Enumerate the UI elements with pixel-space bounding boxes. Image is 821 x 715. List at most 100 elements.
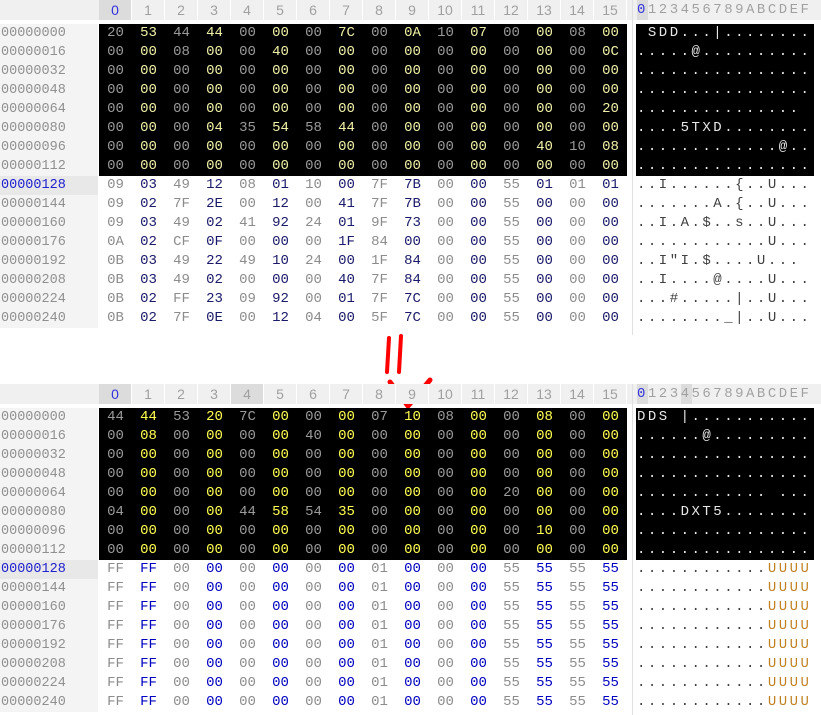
hex-byte[interactable]: FF <box>107 580 124 596</box>
hex-byte[interactable]: 49 <box>239 253 256 269</box>
hex-byte[interactable]: 00 <box>272 656 289 672</box>
hex-byte[interactable]: 23 <box>206 291 223 307</box>
row-offset[interactable]: 00000048 <box>0 465 98 484</box>
hex-byte[interactable]: 00 <box>437 466 454 482</box>
hex-byte[interactable]: 00 <box>470 253 487 269</box>
hex-byte[interactable]: 00 <box>305 234 322 250</box>
hex-byte[interactable]: 00 <box>536 428 553 444</box>
hex-byte[interactable]: 00 <box>569 196 586 212</box>
hex-byte[interactable]: 00 <box>173 139 190 155</box>
hex-byte[interactable]: 00 <box>569 158 586 174</box>
hex-byte[interactable]: 00 <box>140 447 157 463</box>
ascii-text[interactable]: ................ <box>637 542 812 558</box>
hex-byte[interactable]: 00 <box>470 447 487 463</box>
hex-byte[interactable]: 49 <box>173 253 190 269</box>
hex-byte[interactable]: 00 <box>569 310 586 326</box>
column-header-15[interactable]: 15 <box>594 384 627 404</box>
hex-byte[interactable]: 00 <box>206 82 223 98</box>
hex-byte[interactable]: 00 <box>404 234 421 250</box>
row-offset[interactable]: 00000096 <box>0 522 98 541</box>
hex-byte[interactable]: 24 <box>305 215 322 231</box>
hex-byte[interactable]: FF <box>107 656 124 672</box>
row-offset[interactable]: 00000000 <box>0 408 98 427</box>
hex-byte[interactable]: 55 <box>503 310 520 326</box>
hex-byte[interactable]: 01 <box>338 291 355 307</box>
hex-byte[interactable]: 1F <box>338 234 355 250</box>
hex-byte[interactable]: 44 <box>173 25 190 41</box>
hex-byte[interactable]: 55 <box>503 253 520 269</box>
hex-byte[interactable]: 00 <box>404 120 421 136</box>
hex-byte[interactable]: 73 <box>404 215 421 231</box>
hex-byte[interactable]: 55 <box>503 177 520 193</box>
hex-byte[interactable]: 00 <box>338 409 355 425</box>
hex-byte[interactable]: 00 <box>173 82 190 98</box>
hex-byte[interactable]: 00 <box>305 675 322 691</box>
hex-byte[interactable]: 00 <box>404 523 421 539</box>
hex-byte[interactable]: 00 <box>173 542 190 558</box>
hex-byte[interactable]: 00 <box>305 694 322 710</box>
hex-byte[interactable]: 00 <box>569 447 586 463</box>
hex-byte[interactable]: 00 <box>536 272 553 288</box>
hex-byte[interactable]: 00 <box>503 25 520 41</box>
hex-byte[interactable]: 00 <box>470 637 487 653</box>
hex-byte[interactable]: 92 <box>272 215 289 231</box>
hex-byte[interactable]: 00 <box>371 504 388 520</box>
hex-byte[interactable]: 00 <box>107 63 124 79</box>
hex-byte[interactable]: 01 <box>536 177 553 193</box>
hex-byte[interactable]: 00 <box>338 675 355 691</box>
hex-byte[interactable]: 02 <box>140 310 157 326</box>
hex-byte[interactable]: 40 <box>536 139 553 155</box>
ascii-text[interactable]: .....@.......... <box>637 44 812 60</box>
hex-byte[interactable]: 00 <box>536 44 553 60</box>
hex-byte[interactable]: 00 <box>503 101 520 117</box>
ascii-text[interactable]: ............UUUU <box>637 675 812 691</box>
column-header-8[interactable]: 8 <box>363 384 396 404</box>
hex-byte[interactable]: 03 <box>140 253 157 269</box>
hex-byte[interactable]: 00 <box>338 428 355 444</box>
hex-byte[interactable]: 00 <box>503 504 520 520</box>
ascii-text[interactable]: ............UUUU <box>637 580 812 596</box>
hex-byte[interactable]: 00 <box>272 523 289 539</box>
hex-byte[interactable]: 00 <box>338 580 355 596</box>
hex-byte[interactable]: 00 <box>140 504 157 520</box>
row-offset[interactable]: 00000160 <box>0 214 98 233</box>
hex-byte[interactable]: 44 <box>140 409 157 425</box>
hex-byte[interactable]: 00 <box>602 82 619 98</box>
hex-byte[interactable]: 00 <box>470 599 487 615</box>
hex-byte[interactable]: 00 <box>404 675 421 691</box>
hex-byte[interactable]: 00 <box>470 158 487 174</box>
hex-byte[interactable]: 53 <box>140 25 157 41</box>
hex-byte[interactable]: 00 <box>272 580 289 596</box>
hex-byte[interactable]: 10 <box>437 25 454 41</box>
hex-byte[interactable]: 12 <box>272 196 289 212</box>
hex-byte[interactable]: 00 <box>536 253 553 269</box>
row-offset[interactable]: 00000080 <box>0 119 98 138</box>
hex-byte[interactable]: 00 <box>470 542 487 558</box>
hex-byte[interactable]: 20 <box>206 409 223 425</box>
hex-byte[interactable]: 00 <box>140 82 157 98</box>
column-header-5[interactable]: 5 <box>264 0 297 20</box>
hex-byte[interactable]: 7C <box>404 291 421 307</box>
hex-byte[interactable]: 00 <box>437 120 454 136</box>
hex-byte[interactable]: 55 <box>536 656 553 672</box>
hex-byte[interactable]: 00 <box>305 158 322 174</box>
hex-byte[interactable]: 01 <box>272 177 289 193</box>
hex-byte[interactable]: 00 <box>602 158 619 174</box>
hex-byte[interactable]: 00 <box>107 101 124 117</box>
hex-byte[interactable]: 7F <box>173 196 190 212</box>
hex-byte[interactable]: 00 <box>569 272 586 288</box>
hex-byte[interactable]: 00 <box>371 139 388 155</box>
hex-byte[interactable]: 49 <box>173 177 190 193</box>
hex-byte[interactable]: 55 <box>536 561 553 577</box>
hex-byte[interactable]: 00 <box>338 253 355 269</box>
hex-byte[interactable]: 00 <box>272 637 289 653</box>
hex-byte[interactable]: 53 <box>173 409 190 425</box>
hex-byte[interactable]: 00 <box>173 580 190 596</box>
hex-byte[interactable]: 00 <box>470 120 487 136</box>
hex-byte[interactable]: 00 <box>239 675 256 691</box>
hex-byte[interactable]: 00 <box>437 310 454 326</box>
ascii-text[interactable]: ............UUUU <box>637 599 812 615</box>
hex-byte[interactable]: 00 <box>107 139 124 155</box>
row-offset[interactable]: 00000192 <box>0 636 98 655</box>
hex-byte[interactable]: 92 <box>272 291 289 307</box>
